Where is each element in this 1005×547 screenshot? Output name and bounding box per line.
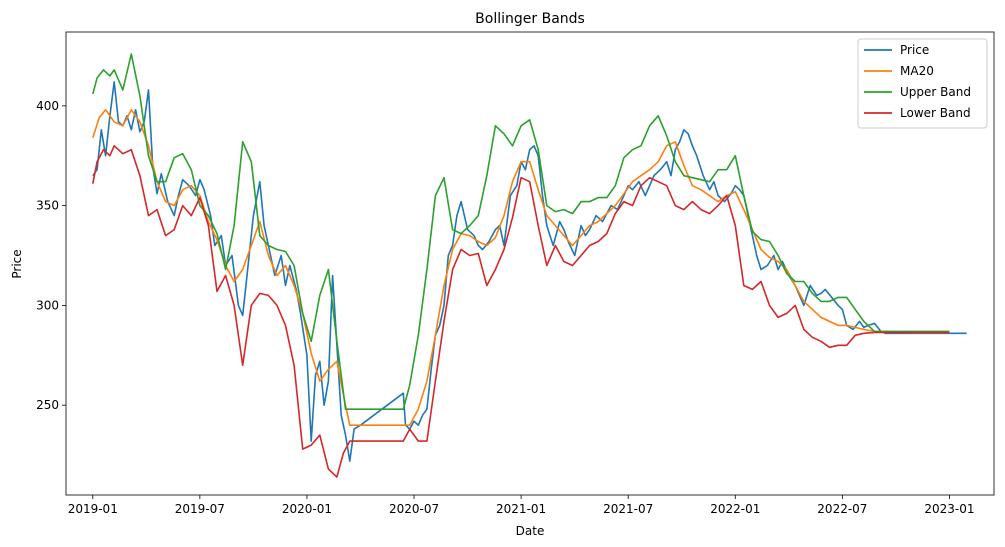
series-line-lower-band (92, 145, 950, 478)
legend-label-price: Price (900, 43, 929, 57)
axes-frame (65, 31, 995, 496)
y-axis: 250 300 350 400 (36, 99, 66, 412)
x-tick-label: 2019-07 (175, 502, 225, 516)
x-tick-label: 2022-01 (710, 502, 760, 516)
chart-title: Bollinger Bands (475, 11, 585, 27)
x-tick-label: 2022-07 (817, 502, 867, 516)
y-tick-label: 300 (36, 298, 59, 312)
y-tick-label: 250 (36, 398, 59, 412)
x-tick-label: 2021-07 (603, 502, 653, 516)
x-tick-label: 2023-01 (924, 502, 974, 516)
legend-box (857, 38, 988, 129)
x-tick-label: 2021-01 (496, 502, 546, 516)
x-tick-label: 2019-01 (68, 502, 118, 516)
x-axis: 2019-01 2019-07 2020-01 2020-07 2021-01 2021-… (68, 495, 975, 516)
legend-label-lower-band: Lower Band (900, 106, 971, 120)
x-axis-label: Date (516, 524, 545, 538)
legend: Price MA20 Upper Band Lower Band (857, 38, 988, 129)
y-tick-label: 350 (36, 199, 59, 213)
x-tick-label: 2020-01 (282, 502, 332, 516)
plot-area (92, 53, 967, 478)
legend-label-upper-band: Upper Band (900, 85, 971, 99)
series-line-upper-band (92, 53, 950, 411)
legend-label-ma20: MA20 (900, 64, 934, 78)
y-axis-label: Price (10, 249, 24, 278)
x-tick-label: 2020-07 (389, 502, 439, 516)
y-tick-label: 400 (36, 99, 59, 113)
